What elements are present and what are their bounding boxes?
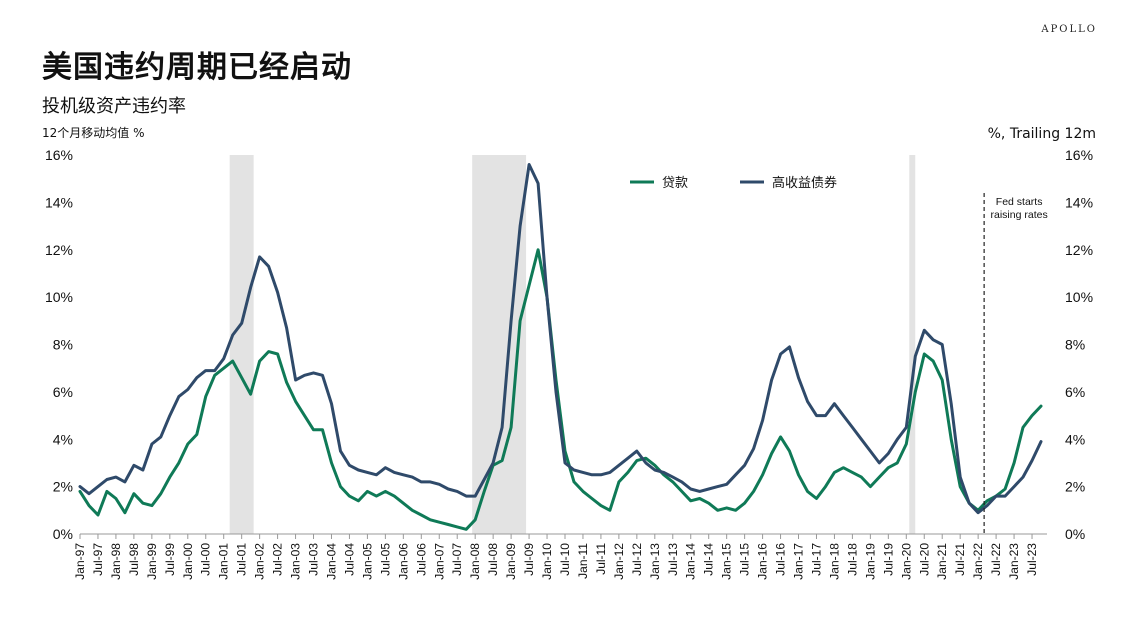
x-tick-label: Jul-09 (522, 543, 536, 576)
y-tick-right: 10% (1065, 289, 1093, 305)
x-tick-label: Jan-02 (253, 543, 267, 580)
x-tick-label: Jan-99 (145, 543, 159, 580)
legend-label-1: 贷款 (662, 176, 688, 191)
x-tick-label: Jan-22 (971, 543, 985, 580)
x-tick-label: Jul-14 (702, 543, 716, 576)
x-tick-label: Jul-20 (917, 543, 931, 576)
y-tick-left: 12% (45, 242, 73, 258)
y-tick-left: 6% (53, 384, 73, 400)
x-tick-label: Jul-05 (378, 543, 392, 576)
x-tick-label: Jan-00 (181, 543, 195, 580)
x-tick-label: Jan-12 (612, 543, 626, 580)
series-line-1 (78, 248, 1043, 531)
x-tick-label: Jan-05 (360, 543, 374, 580)
x-tick-label: Jan-10 (540, 543, 554, 580)
x-tick-label: Jan-01 (217, 543, 231, 580)
series-line-2 (78, 163, 1043, 515)
x-tick-label: Jul-00 (199, 543, 213, 576)
y-tick-left: 8% (53, 337, 73, 353)
x-tick-label: Jul-15 (738, 543, 752, 576)
x-tick-label: Jan-13 (648, 543, 662, 580)
x-tick-label: Jul-04 (342, 543, 356, 576)
x-tick-label: Jul-07 (450, 543, 464, 576)
x-tick-label: Jan-20 (899, 543, 913, 580)
x-tick-label: Jan-18 (827, 543, 841, 580)
y-tick-right: 6% (1065, 384, 1085, 400)
annotation-text: raising rates (991, 209, 1048, 221)
y-tick-right: 2% (1065, 479, 1085, 495)
y-tick-left: 2% (53, 479, 73, 495)
x-tick-label: Jul-18 (845, 543, 859, 576)
chart-subtitle: 投机级资产违约率 (42, 96, 186, 117)
x-tick-label: Jul-22 (989, 543, 1003, 576)
x-tick-label: Jul-99 (163, 543, 177, 576)
y-tick-right: 16% (1065, 147, 1093, 163)
x-tick-label: Jan-16 (756, 543, 770, 580)
x-tick-label: Jan-98 (109, 543, 123, 580)
x-tick-label: Jan-08 (468, 543, 482, 580)
x-tick-label: Jan-06 (396, 543, 410, 580)
y-tick-right: 4% (1065, 431, 1085, 447)
x-tick-label: Jul-10 (558, 543, 572, 576)
x-tick-label: Jan-23 (1007, 543, 1021, 580)
left-axis-unit: 12个月移动均值 % (42, 126, 145, 140)
x-tick-label: Jan-15 (720, 543, 734, 580)
y-tick-right: 0% (1065, 526, 1085, 542)
x-tick-label: Jul-19 (881, 543, 895, 576)
x-tick-label: Jul-98 (127, 543, 141, 576)
y-tick-right: 14% (1065, 194, 1093, 210)
x-tick-label: Jul-23 (1025, 543, 1039, 576)
right-axis-unit: %, Trailing 12m (987, 126, 1096, 142)
y-tick-left: 4% (53, 431, 73, 447)
x-tick-label: Jul-16 (774, 543, 788, 576)
y-tick-right: 8% (1065, 337, 1085, 353)
x-tick-label: Jul-06 (414, 543, 428, 576)
x-tick-label: Jul-12 (630, 543, 644, 576)
brand-logo: APOLLO (1041, 24, 1097, 35)
x-tick-label: Jan-09 (504, 543, 518, 580)
x-tick-label: Jul-03 (307, 543, 321, 576)
annotation-text: Fed starts (996, 196, 1043, 208)
x-tick-label: Jul-17 (809, 543, 823, 576)
page-title: 美国违约周期已经启动 (42, 50, 352, 85)
x-tick-label: Jan-04 (324, 543, 338, 580)
x-tick-label: Jan-11 (576, 543, 590, 579)
recession-band-1 (229, 155, 254, 534)
legend-label-2: 高收益债券 (772, 175, 837, 191)
x-tick-label: Jan-97 (73, 543, 87, 580)
x-tick-label: Jul-11 (594, 543, 608, 575)
y-tick-right: 12% (1065, 242, 1093, 258)
recession-band-3 (909, 155, 916, 534)
x-tick-label: Jul-02 (271, 543, 285, 576)
y-tick-left: 0% (53, 526, 73, 542)
y-tick-left: 14% (45, 194, 73, 210)
y-tick-left: 16% (45, 147, 73, 163)
x-tick-label: Jul-08 (486, 543, 500, 576)
x-tick-label: Jul-01 (235, 543, 249, 576)
x-tick-label: Jan-14 (684, 543, 698, 580)
x-tick-label: Jan-19 (863, 543, 877, 580)
x-tick-label: Jul-21 (953, 543, 967, 576)
x-tick-label: Jul-97 (91, 543, 105, 576)
x-tick-label: Jan-07 (432, 543, 446, 580)
x-tick-label: Jan-21 (935, 543, 949, 580)
y-tick-left: 10% (45, 289, 73, 305)
x-tick-label: Jan-03 (289, 543, 303, 580)
x-tick-label: Jan-17 (792, 543, 806, 580)
x-tick-label: Jul-13 (666, 543, 680, 576)
